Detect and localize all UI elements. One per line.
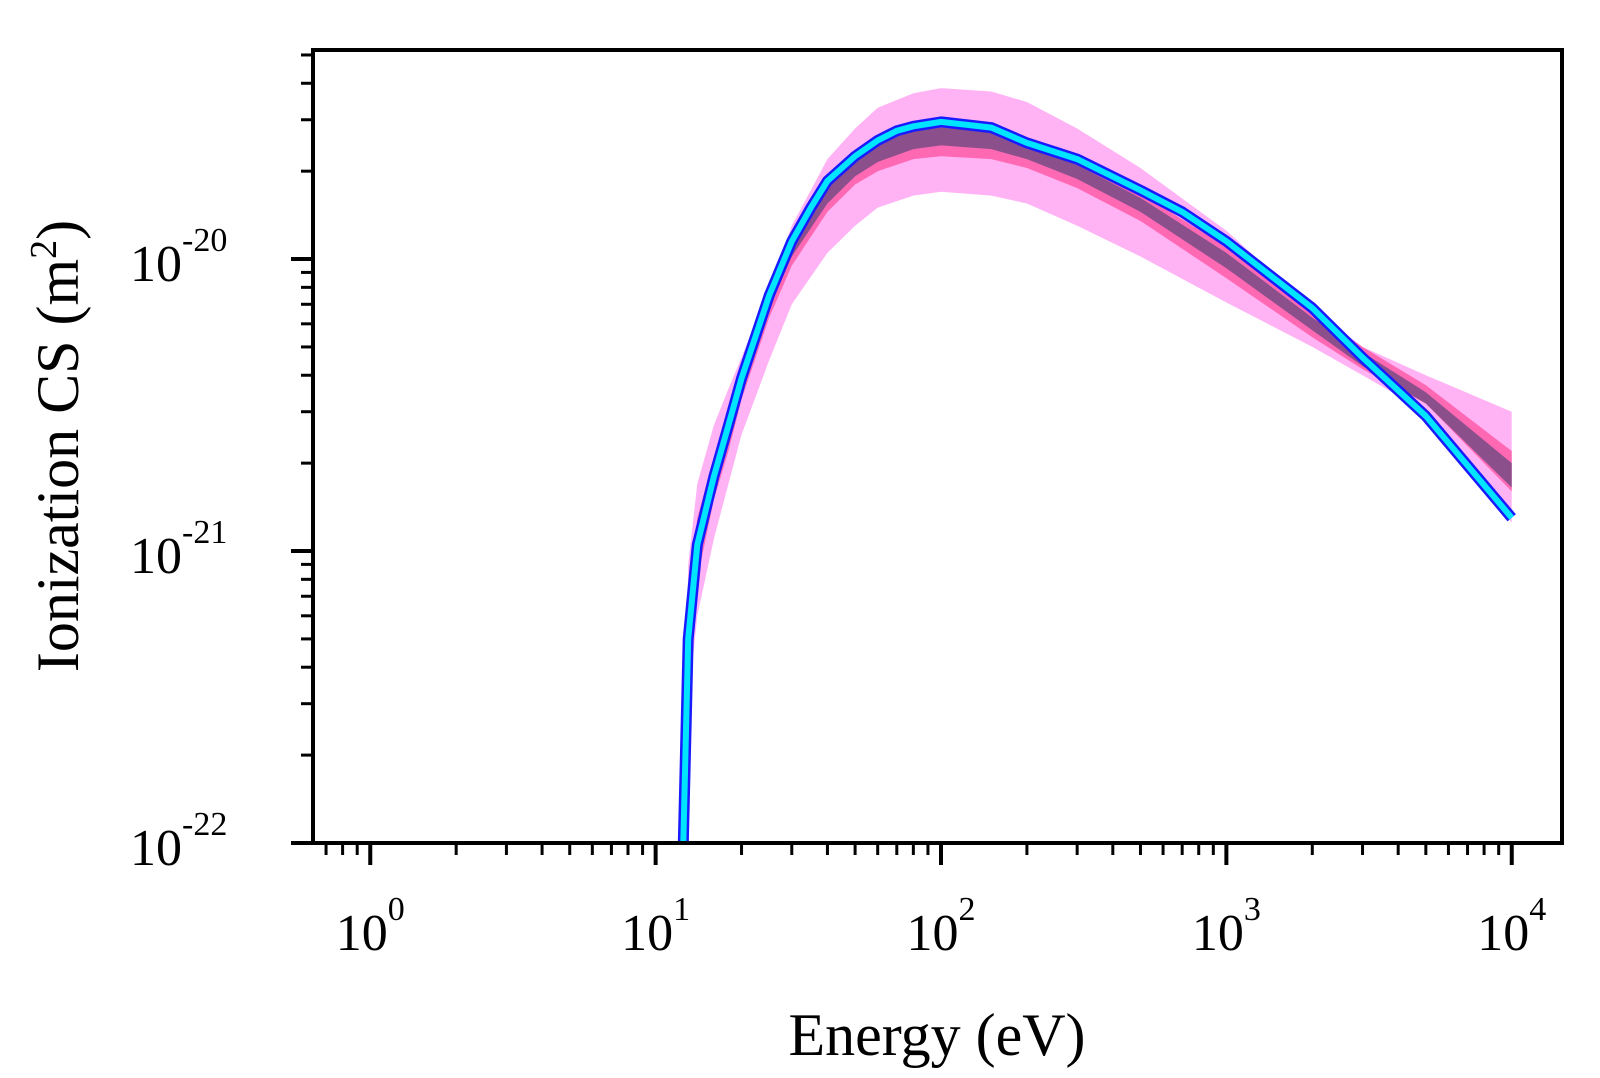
confidence-bands — [683, 88, 1512, 843]
y-axis-label-exp: 2 — [23, 240, 65, 259]
y-tick-label: 10-21 — [130, 514, 227, 585]
x-axis-label: Energy (eV) — [788, 1002, 1085, 1068]
y-tick-label: 10-20 — [130, 222, 227, 293]
y-axis-label: Ionization CS (m2) — [23, 220, 91, 672]
y-axis-label-close: ) — [25, 220, 91, 240]
series-line — [680, 118, 1514, 843]
y-tick-exp: -22 — [182, 806, 227, 843]
x-tick-exp: 2 — [959, 891, 976, 928]
x-tick-label: 102 — [907, 891, 976, 962]
x-tick-base: 10 — [1477, 905, 1529, 962]
y-tick-base: 10 — [130, 236, 182, 293]
x-tick-base: 10 — [907, 905, 959, 962]
x-tick-exp: 0 — [388, 891, 405, 928]
x-tick-label: 101 — [621, 891, 690, 962]
y-tick-label: 10-22 — [130, 806, 227, 877]
y-axis-label-main: Ionization CS (m — [25, 259, 91, 672]
x-tick-base: 10 — [1192, 905, 1244, 962]
band-outer-band — [683, 88, 1512, 843]
x-tick-label: 104 — [1477, 891, 1546, 962]
y-tick-exp: -20 — [182, 222, 227, 259]
x-tick-exp: 3 — [1244, 891, 1261, 928]
y-tick-base: 10 — [130, 528, 182, 585]
x-tick-label: 100 — [336, 891, 405, 962]
plot-frame — [311, 48, 1564, 845]
series-lines — [677, 116, 1516, 843]
x-tick-exp: 1 — [673, 891, 690, 928]
y-tick-exp: -21 — [182, 514, 227, 551]
x-tick-label: 103 — [1192, 891, 1261, 962]
y-tick-base: 10 — [130, 820, 182, 877]
x-tick-exp: 4 — [1529, 891, 1546, 928]
x-tick-base: 10 — [621, 905, 673, 962]
x-tick-base: 10 — [336, 905, 388, 962]
